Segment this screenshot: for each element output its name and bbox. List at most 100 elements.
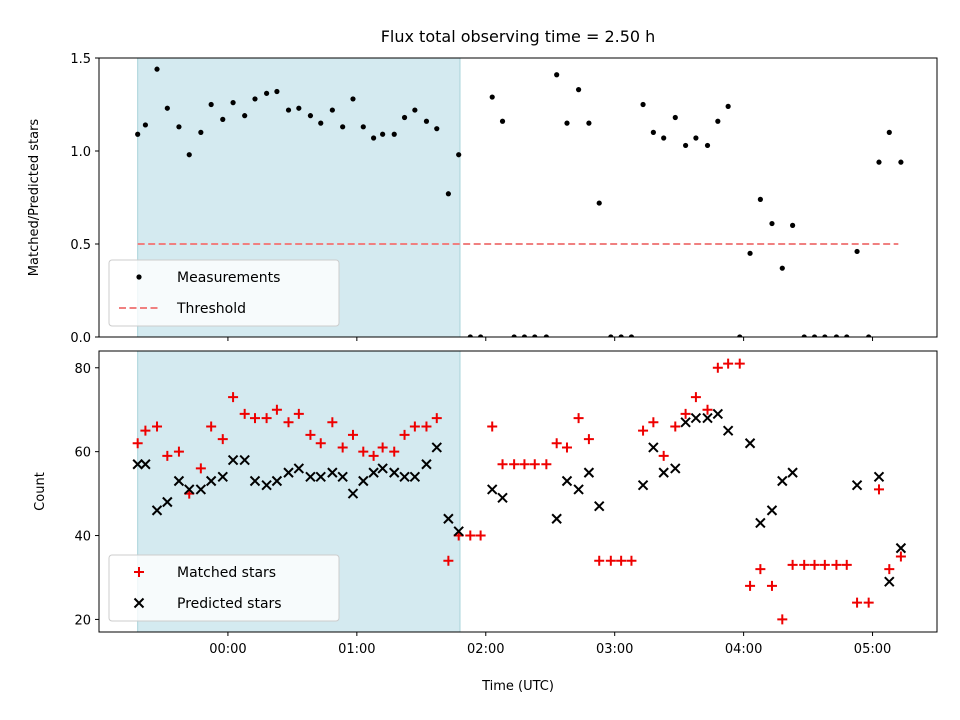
- data-point: [409, 421, 420, 432]
- data-point: [640, 101, 646, 108]
- data-point: [618, 334, 624, 337]
- data-point: [274, 88, 280, 95]
- data-point: [745, 580, 756, 591]
- data-point: [769, 220, 775, 227]
- data-point: [895, 551, 906, 562]
- data-point: [541, 459, 552, 470]
- legend-marker: [134, 567, 144, 577]
- y-tick-label: 60: [74, 446, 91, 461]
- data-point: [670, 463, 681, 474]
- data-point: [347, 488, 359, 499]
- data-point: [305, 429, 316, 440]
- data-point: [519, 459, 530, 470]
- data-point: [554, 72, 560, 78]
- x-axis-label: Time (UTC): [481, 679, 554, 694]
- data-point: [809, 559, 820, 570]
- data-point: [173, 475, 185, 487]
- data-point: [702, 404, 713, 415]
- data-point: [371, 135, 377, 141]
- data-point: [360, 124, 366, 130]
- data-point: [205, 475, 217, 487]
- data-point: [217, 434, 228, 445]
- data-point: [863, 597, 874, 608]
- data-point: [391, 131, 397, 137]
- data-point: [249, 413, 260, 424]
- data-point: [184, 484, 195, 495]
- data-point: [499, 118, 506, 124]
- data-point: [734, 358, 745, 369]
- data-point: [670, 421, 681, 432]
- data-point: [154, 66, 160, 72]
- data-point: [722, 425, 734, 436]
- data-point: [723, 358, 734, 369]
- data-point: [680, 417, 691, 428]
- data-point: [873, 471, 885, 483]
- legend-label: Matched stars: [177, 565, 276, 581]
- series-measurements: [135, 66, 904, 337]
- data-point: [399, 429, 410, 440]
- data-point: [489, 94, 495, 100]
- legend-marker: [133, 597, 145, 609]
- data-point: [497, 459, 508, 470]
- data-point: [866, 334, 872, 337]
- data-point: [509, 459, 520, 470]
- x-tick-label: 01:00: [338, 642, 375, 657]
- data-point: [852, 597, 863, 608]
- data-point: [293, 408, 304, 419]
- data-point: [638, 425, 649, 436]
- data-point: [132, 438, 143, 449]
- data-point: [779, 265, 785, 271]
- y-tick-label: 80: [74, 362, 91, 377]
- y-tick-label: 0.5: [70, 238, 91, 253]
- data-point: [521, 334, 528, 337]
- data-point: [573, 413, 584, 424]
- data-point: [575, 87, 582, 93]
- data-point: [725, 103, 731, 109]
- data-point: [445, 191, 451, 197]
- data-point: [401, 114, 408, 121]
- data-point: [766, 505, 778, 516]
- data-point: [799, 559, 810, 570]
- data-point: [475, 530, 486, 541]
- data-points-group: [135, 66, 904, 337]
- data-point: [318, 120, 324, 126]
- data-point: [605, 555, 616, 566]
- y-tick-label: 20: [74, 613, 91, 628]
- data-point: [315, 471, 326, 483]
- data-point: [389, 467, 400, 478]
- data-point: [456, 152, 462, 158]
- data-point: [561, 475, 573, 487]
- data-point: [594, 555, 605, 566]
- data-point: [628, 334, 635, 337]
- data-point: [596, 200, 602, 206]
- data-point: [680, 408, 691, 419]
- chart-title: Flux total observing time = 2.50 h: [381, 27, 656, 46]
- data-point: [873, 484, 884, 495]
- data-point: [152, 421, 163, 432]
- data-point: [186, 152, 192, 158]
- legend-box: [108, 259, 340, 327]
- data-point: [421, 459, 432, 470]
- x-tick-label: 04:00: [725, 642, 762, 657]
- data-point: [173, 446, 184, 457]
- top-panel-ratio: 0.0 0.5 1.0 1.5 Matched/Predicted stars Measu…: [27, 52, 938, 346]
- data-point: [755, 517, 766, 529]
- data-point: [249, 475, 261, 487]
- data-point: [648, 417, 659, 428]
- y-tick-label: 1.0: [70, 145, 91, 160]
- data-point: [650, 129, 656, 135]
- data-point: [220, 116, 226, 122]
- data-point: [683, 142, 689, 149]
- data-point: [347, 429, 358, 440]
- data-point: [876, 159, 882, 165]
- data-point: [261, 480, 272, 491]
- data-point: [497, 492, 508, 503]
- y-tick-label: 40: [74, 530, 91, 545]
- data-point: [573, 484, 584, 495]
- data-point: [434, 126, 440, 132]
- data-point: [293, 463, 305, 474]
- data-point: [358, 475, 369, 487]
- data-point: [239, 454, 250, 466]
- data-point: [327, 417, 338, 428]
